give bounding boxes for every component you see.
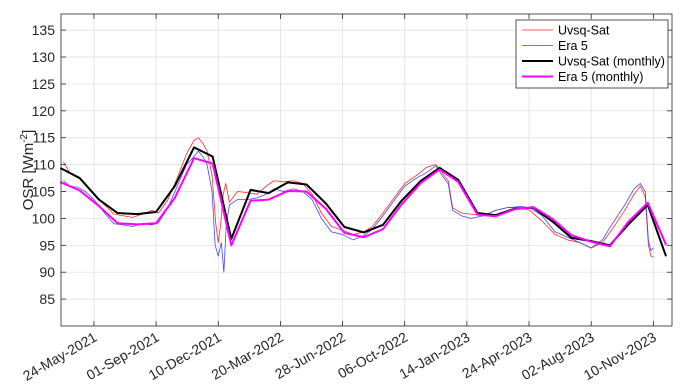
y-tick-label: 125 <box>32 76 56 92</box>
legend-label: Uvsq-Sat <box>558 24 610 38</box>
y-tick-label: 110 <box>33 157 56 173</box>
legend-label: Uvsq-Sat (monthly) <box>558 55 665 69</box>
series-line-1 <box>63 137 654 258</box>
y-tick-labels: 85 90 95 100 105 110 115 120 125 130 135 <box>32 22 56 307</box>
y-axis-label-close: ] <box>20 130 37 134</box>
y-tick-label: 120 <box>32 103 56 119</box>
x-tick-label: 14-Jan-2023 <box>396 329 472 382</box>
x-tick-labels: 24-May-202101-Sep-202110-Dec-202120-Mar-… <box>20 329 659 384</box>
legend-label: Era 5 <box>558 39 588 53</box>
y-tick-label: 105 <box>32 184 56 200</box>
y-tick-label: 85 <box>39 291 55 307</box>
y-axis-label-main: OSR [Wm <box>20 143 37 211</box>
series-line-3 <box>60 146 667 257</box>
series-line-4 <box>60 157 667 248</box>
x-tick-label: 28-Jun-2022 <box>272 329 348 382</box>
y-tick-label: 95 <box>39 237 55 253</box>
y-tick-label: 135 <box>32 22 56 38</box>
data-series <box>60 137 667 273</box>
y-tick-label: 100 <box>32 210 56 226</box>
y-tick-label: 115 <box>33 130 56 146</box>
y-axis-label-superscript: -2 <box>19 133 30 142</box>
legend-label: Era 5 (monthly) <box>558 70 643 84</box>
plot-frame <box>60 13 673 327</box>
y-tick-label: 90 <box>39 264 55 280</box>
y-axis-label: OSR [Wm-2] <box>19 130 37 211</box>
y-tick-label: 130 <box>32 49 56 65</box>
